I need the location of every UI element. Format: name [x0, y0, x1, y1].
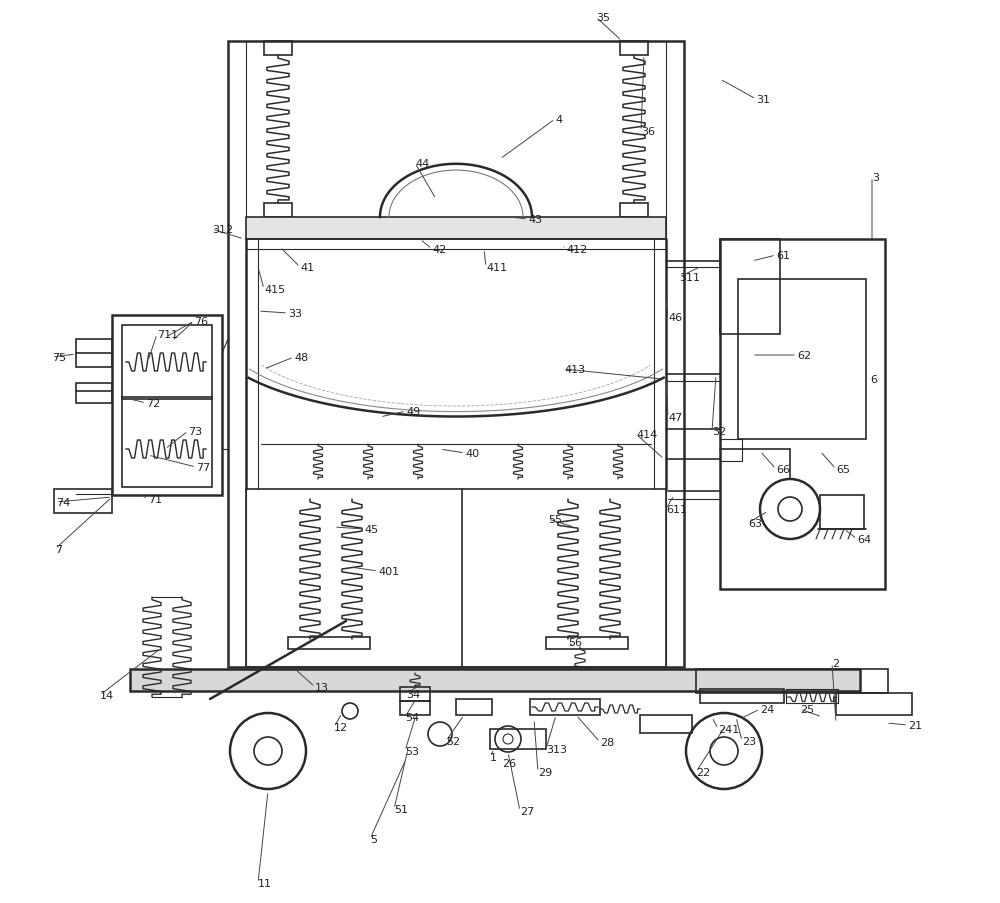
- Bar: [264, 204, 292, 218]
- Text: 35: 35: [596, 13, 610, 23]
- Text: 48: 48: [294, 352, 308, 363]
- Text: 46: 46: [668, 312, 682, 322]
- Bar: [620, 204, 648, 218]
- Text: 75: 75: [52, 352, 66, 363]
- Text: 611: 611: [666, 505, 687, 515]
- Bar: [720, 440, 742, 461]
- Bar: [786, 689, 838, 703]
- Text: 62: 62: [797, 350, 811, 360]
- Bar: [76, 340, 112, 368]
- Text: 415: 415: [264, 284, 285, 294]
- Bar: [456, 699, 492, 715]
- Text: 29: 29: [538, 768, 552, 777]
- Text: 401: 401: [378, 566, 399, 576]
- Bar: [264, 42, 292, 56]
- Bar: [620, 42, 648, 56]
- Text: 64: 64: [857, 535, 871, 545]
- Text: 32: 32: [712, 426, 726, 436]
- Bar: [738, 280, 866, 440]
- Bar: [228, 42, 684, 667]
- Text: 12: 12: [334, 722, 348, 732]
- Text: 4: 4: [555, 115, 562, 125]
- Bar: [546, 638, 628, 649]
- Text: 312: 312: [212, 225, 233, 235]
- Text: 36: 36: [641, 126, 655, 137]
- Text: 21: 21: [908, 721, 922, 731]
- Text: 23: 23: [742, 736, 756, 746]
- Text: 313: 313: [546, 744, 567, 754]
- Text: 28: 28: [600, 737, 614, 747]
- Bar: [700, 689, 784, 703]
- Text: 71: 71: [148, 495, 162, 505]
- Text: 24: 24: [760, 704, 774, 714]
- Text: 76: 76: [194, 317, 208, 327]
- Text: 13: 13: [315, 683, 329, 693]
- Text: 45: 45: [364, 525, 378, 535]
- Text: 25: 25: [800, 704, 814, 714]
- Text: 413: 413: [564, 365, 585, 375]
- Text: 14: 14: [100, 690, 114, 700]
- Bar: [112, 316, 222, 496]
- Bar: [530, 699, 600, 715]
- Bar: [720, 239, 780, 335]
- Bar: [490, 730, 546, 749]
- Text: 49: 49: [406, 406, 420, 416]
- Text: 72: 72: [146, 398, 160, 408]
- Bar: [836, 694, 912, 715]
- Text: 44: 44: [415, 159, 429, 169]
- Bar: [54, 489, 112, 514]
- Text: 7: 7: [55, 545, 62, 554]
- Text: 74: 74: [56, 498, 70, 507]
- Bar: [288, 638, 370, 649]
- Text: 6: 6: [870, 375, 877, 385]
- Text: 311: 311: [679, 273, 700, 283]
- Bar: [400, 702, 430, 715]
- Text: 42: 42: [432, 245, 446, 255]
- Text: 63: 63: [748, 518, 762, 528]
- Text: 412: 412: [566, 245, 587, 255]
- Text: 40: 40: [465, 449, 479, 459]
- Bar: [76, 384, 112, 404]
- Text: 414: 414: [636, 430, 657, 440]
- Text: 11: 11: [258, 878, 272, 888]
- Text: 241: 241: [718, 724, 739, 734]
- Text: 3: 3: [872, 172, 879, 182]
- Bar: [720, 239, 885, 590]
- Text: 34: 34: [406, 689, 420, 699]
- Text: 53: 53: [405, 746, 419, 756]
- Text: 411: 411: [486, 263, 507, 273]
- Text: 47: 47: [668, 413, 682, 423]
- Text: 711: 711: [157, 330, 178, 340]
- Text: 54: 54: [405, 712, 419, 722]
- Text: 31: 31: [756, 95, 770, 105]
- Bar: [696, 669, 888, 694]
- Text: 77: 77: [196, 462, 210, 472]
- Text: 65: 65: [836, 464, 850, 474]
- Text: 41: 41: [300, 263, 314, 273]
- Text: 43: 43: [528, 215, 542, 225]
- Text: 27: 27: [520, 806, 534, 816]
- Text: 73: 73: [188, 426, 202, 436]
- Text: 1: 1: [490, 752, 497, 762]
- Text: 56: 56: [568, 638, 582, 647]
- Text: 52: 52: [446, 736, 460, 746]
- Text: 2: 2: [832, 658, 839, 668]
- Bar: [400, 687, 430, 702]
- Text: 22: 22: [696, 768, 710, 777]
- Bar: [122, 326, 212, 399]
- Bar: [820, 496, 864, 529]
- Bar: [246, 218, 666, 239]
- Bar: [122, 397, 212, 488]
- Bar: [130, 669, 860, 691]
- Text: 33: 33: [288, 309, 302, 319]
- Text: 26: 26: [502, 759, 516, 768]
- Bar: [640, 715, 692, 733]
- Text: 51: 51: [394, 804, 408, 815]
- Bar: [246, 42, 666, 667]
- Text: 55: 55: [548, 515, 562, 525]
- Bar: [246, 489, 666, 667]
- Text: 5: 5: [370, 834, 377, 844]
- Text: 66: 66: [776, 464, 790, 474]
- Text: 61: 61: [776, 251, 790, 261]
